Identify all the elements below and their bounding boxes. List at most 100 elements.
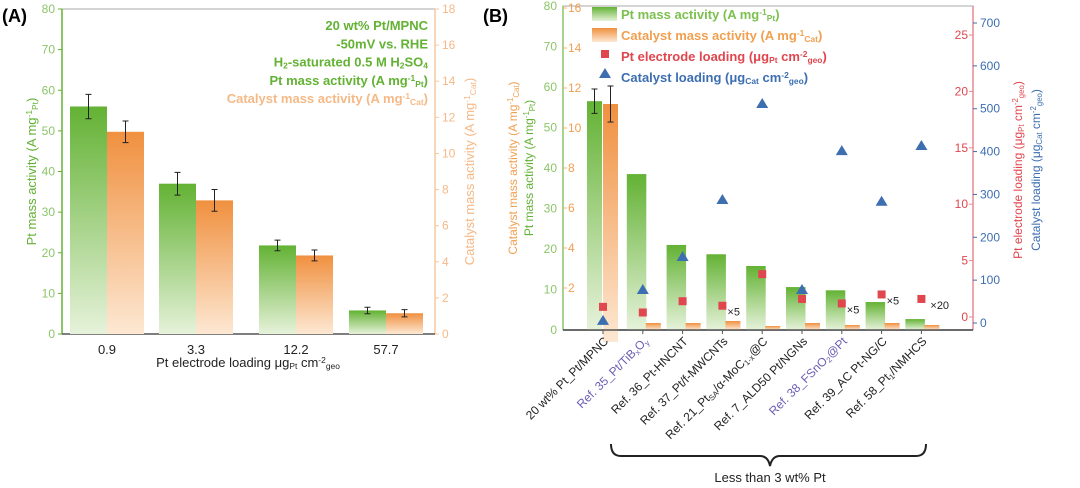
panel-b-cat-mass-tick-label: 14 bbox=[568, 41, 582, 55]
panel-a-catalyst-mass-bar bbox=[196, 200, 233, 334]
panel-b-catalyst-mass-bar bbox=[685, 323, 701, 330]
panel-a-left-tick-label: 20 bbox=[42, 246, 56, 260]
panel-a-right-axis-label: Catalyst mass activity (A mg-1Cat) bbox=[462, 78, 478, 266]
panel-a-x-axis-label: Pt electrode loading μgPt cm-2geo bbox=[156, 355, 340, 371]
panel-b-cat-mass-tick-label: 8 bbox=[568, 161, 575, 175]
panel-a-annotation: Pt mass activity (A mg-1Pt) bbox=[269, 73, 428, 89]
panel-a-pt-mass-bar bbox=[159, 183, 196, 334]
panel-a-annotation: -50mV vs. RHE bbox=[336, 36, 428, 51]
panel-b-pt-mass-axis-label: Pt mass activity (A mg-1Pt) bbox=[522, 100, 537, 236]
panel-a-error-bar bbox=[211, 189, 218, 212]
panel-b-error-bar bbox=[607, 85, 614, 123]
panel-a-error-bar bbox=[274, 239, 281, 252]
panel-b-pt-loading-marker bbox=[718, 301, 727, 310]
panel-a-error-bar bbox=[85, 93, 92, 120]
panel-b-pt-mass-bar bbox=[587, 101, 602, 330]
panel-a-left-tick-label: 80 bbox=[42, 2, 56, 16]
legend-swatch-pt-mass bbox=[592, 7, 617, 21]
brace bbox=[610, 443, 927, 467]
panel-b-multiplier-label: ×5 bbox=[847, 304, 860, 316]
panel-b-pt-mass-tick-label: 40 bbox=[544, 161, 558, 175]
panel-b-pt-loading-tick-label: 20 bbox=[955, 84, 969, 98]
panel-b-pt-mass-bar bbox=[626, 174, 647, 330]
panel-a-x-tick-label: 57.7 bbox=[373, 342, 398, 357]
panel-b-cat-loading-tick-label: 100 bbox=[980, 273, 1000, 287]
panel-b-pt-mass-tick-label: 80 bbox=[544, 0, 558, 13]
panel-b-cat-loading-axis-label: Catalyst loading (μgCat cm-2geo) bbox=[1029, 89, 1044, 251]
legend-entry: Catalyst loading (μgCat cm-2geo) bbox=[621, 70, 808, 86]
panel-b-label: (B) bbox=[483, 6, 508, 26]
panel-b-pt-mass-bar bbox=[825, 290, 846, 330]
panel-b-pt-loading-marker bbox=[599, 302, 607, 311]
panel-a-right-tick-label: 14 bbox=[442, 74, 456, 88]
panel-a-pt-mass-bar bbox=[349, 310, 386, 334]
panel-a-annotation: 20 wt% Pt/MPNC bbox=[325, 18, 428, 33]
panel-b-catalyst-mass-bar bbox=[805, 323, 820, 330]
panel-a-pt-mass-bar bbox=[259, 245, 296, 334]
panel-b-pt-loading-marker bbox=[837, 299, 846, 308]
panel-a-left-tick-label: 30 bbox=[42, 205, 56, 219]
panel-b-pt-loading-tick-label: 5 bbox=[961, 254, 968, 268]
panel-b-cat-loading-marker bbox=[796, 284, 808, 294]
panel-b-pt-mass-tick-label: 70 bbox=[544, 40, 558, 54]
panel-b-catalyst-mass-bar bbox=[884, 323, 900, 330]
panel-b-pt-loading-marker bbox=[678, 297, 687, 306]
panel-a-catalyst-mass-bar bbox=[107, 131, 144, 334]
panel-b-multiplier-label: ×20 bbox=[930, 300, 949, 312]
panel-a-right-tick-label: 2 bbox=[442, 291, 449, 305]
panel-b-catalyst-mass-bar bbox=[924, 325, 940, 330]
panel-b-pt-mass-tick-label: 0 bbox=[550, 323, 557, 337]
legend-entry: Catalyst mass activity (A mg-1Cat) bbox=[621, 28, 822, 44]
panel-b-catalyst-mass-bar bbox=[725, 321, 741, 330]
legend-entry: Pt mass activity (A mg-1Pt) bbox=[621, 7, 780, 23]
legend-entry: Pt electrode loading (μgPt cm-2geo) bbox=[621, 49, 827, 65]
panel-a-error-bar bbox=[174, 171, 181, 196]
panel-b-x-tick-label: Ref. 35_Pt/TiBxOy bbox=[574, 334, 652, 412]
panel-a-right-tick-label: 4 bbox=[442, 255, 449, 269]
panel-a-x-tick-label: 3.3 bbox=[187, 342, 205, 357]
panel-b-pt-loading-marker bbox=[798, 294, 806, 303]
panel-b-catalyst-mass-bar bbox=[844, 325, 860, 330]
panel-b-pt-loading-tick-label: 10 bbox=[955, 197, 969, 211]
panel-b-catalyst-mass-bar bbox=[603, 104, 618, 342]
panel-b-cat-loading-marker bbox=[915, 140, 928, 150]
panel-a-x-tick-label: 12.2 bbox=[283, 342, 308, 357]
panel-a-annotation: Catalyst mass activity (A mg-1Cat) bbox=[227, 91, 428, 107]
panel-b-pt-mass-tick-label: 30 bbox=[544, 202, 558, 216]
panel-b-cat-loading-tick-label: 500 bbox=[980, 102, 1000, 116]
panel-b-cat-mass-tick-label: 4 bbox=[568, 241, 575, 255]
panel-a-left-axis-label: Pt mass activity (A mg-1Pt) bbox=[24, 98, 40, 246]
panel-b-cat-mass-tick-label: 12 bbox=[568, 81, 582, 95]
panel-a-error-bar bbox=[311, 249, 318, 262]
panel-a-left-tick-label: 10 bbox=[42, 286, 56, 300]
legend-swatch-pt-loading bbox=[601, 50, 609, 58]
panel-b-cat-loading-marker bbox=[636, 284, 649, 294]
panel-b-cat-loading-tick-label: 0 bbox=[980, 316, 987, 330]
panel-b-cat-mass-axis-label: Catalyst mass activity (A mg-1Cat) bbox=[506, 81, 521, 254]
panel-b-pt-mass-tick-label: 10 bbox=[544, 283, 558, 297]
panel-b-pt-mass-tick-label: 20 bbox=[544, 242, 558, 256]
panel-b-catalyst-mass-bar bbox=[645, 323, 661, 330]
panel-b-cat-loading-marker bbox=[716, 194, 729, 204]
panel-a-right-tick-label: 0 bbox=[442, 327, 449, 341]
legend-swatch-cat-loading bbox=[599, 68, 611, 78]
panel-b-pt-mass-tick-label: 50 bbox=[544, 121, 558, 135]
panel-a-right-tick-label: 10 bbox=[442, 146, 456, 160]
brace-label: Less than 3 wt% Pt bbox=[714, 470, 826, 485]
panel-a-pt-mass-bar bbox=[70, 106, 107, 334]
panel-a-label: (A) bbox=[2, 6, 27, 26]
panel-b-cat-loading-marker bbox=[835, 145, 848, 156]
panel-b-cat-mass-tick-label: 16 bbox=[568, 1, 582, 15]
panel-b-cat-loading-marker bbox=[756, 98, 769, 108]
panel-b-pt-mass-bar bbox=[905, 319, 925, 330]
panel-b-cat-loading-tick-label: 200 bbox=[980, 230, 1000, 244]
panel-b-x-tick-label: Ref. 58_Pt1/NMHCS bbox=[843, 334, 930, 421]
panel-b-pt-loading-marker bbox=[877, 290, 886, 299]
legend-swatch-cat-mass bbox=[592, 28, 617, 42]
panel-b-multiplier-label: ×5 bbox=[887, 295, 900, 307]
panel-b-cat-mass-tick-label: 10 bbox=[568, 121, 582, 135]
panel-b-pt-mass-bar bbox=[746, 266, 766, 330]
panel-b-cat-loading-marker bbox=[676, 251, 689, 261]
panel-b-catalyst-mass-bar bbox=[765, 326, 781, 330]
